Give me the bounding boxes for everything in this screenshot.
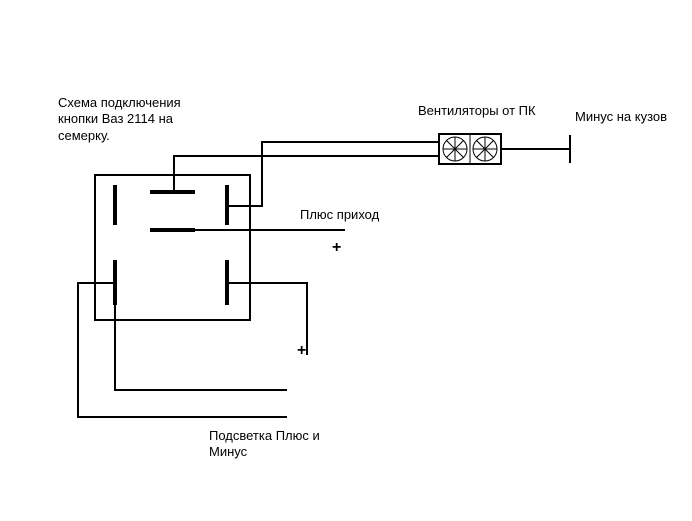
title-label: Схема подключения кнопки Ваз 2114 на сем… <box>58 95 181 144</box>
plus-symbol-1: + <box>332 239 341 257</box>
minus-body-label: Минус на кузов <box>575 109 667 125</box>
fans-label: Вентиляторы от ПК <box>418 103 536 119</box>
diagram-canvas <box>0 0 692 521</box>
plus-in-label: Плюс приход <box>300 207 379 223</box>
plus-symbol-2: + <box>297 342 306 360</box>
backlight-label: Подсветка Плюс и Минус <box>209 428 320 461</box>
